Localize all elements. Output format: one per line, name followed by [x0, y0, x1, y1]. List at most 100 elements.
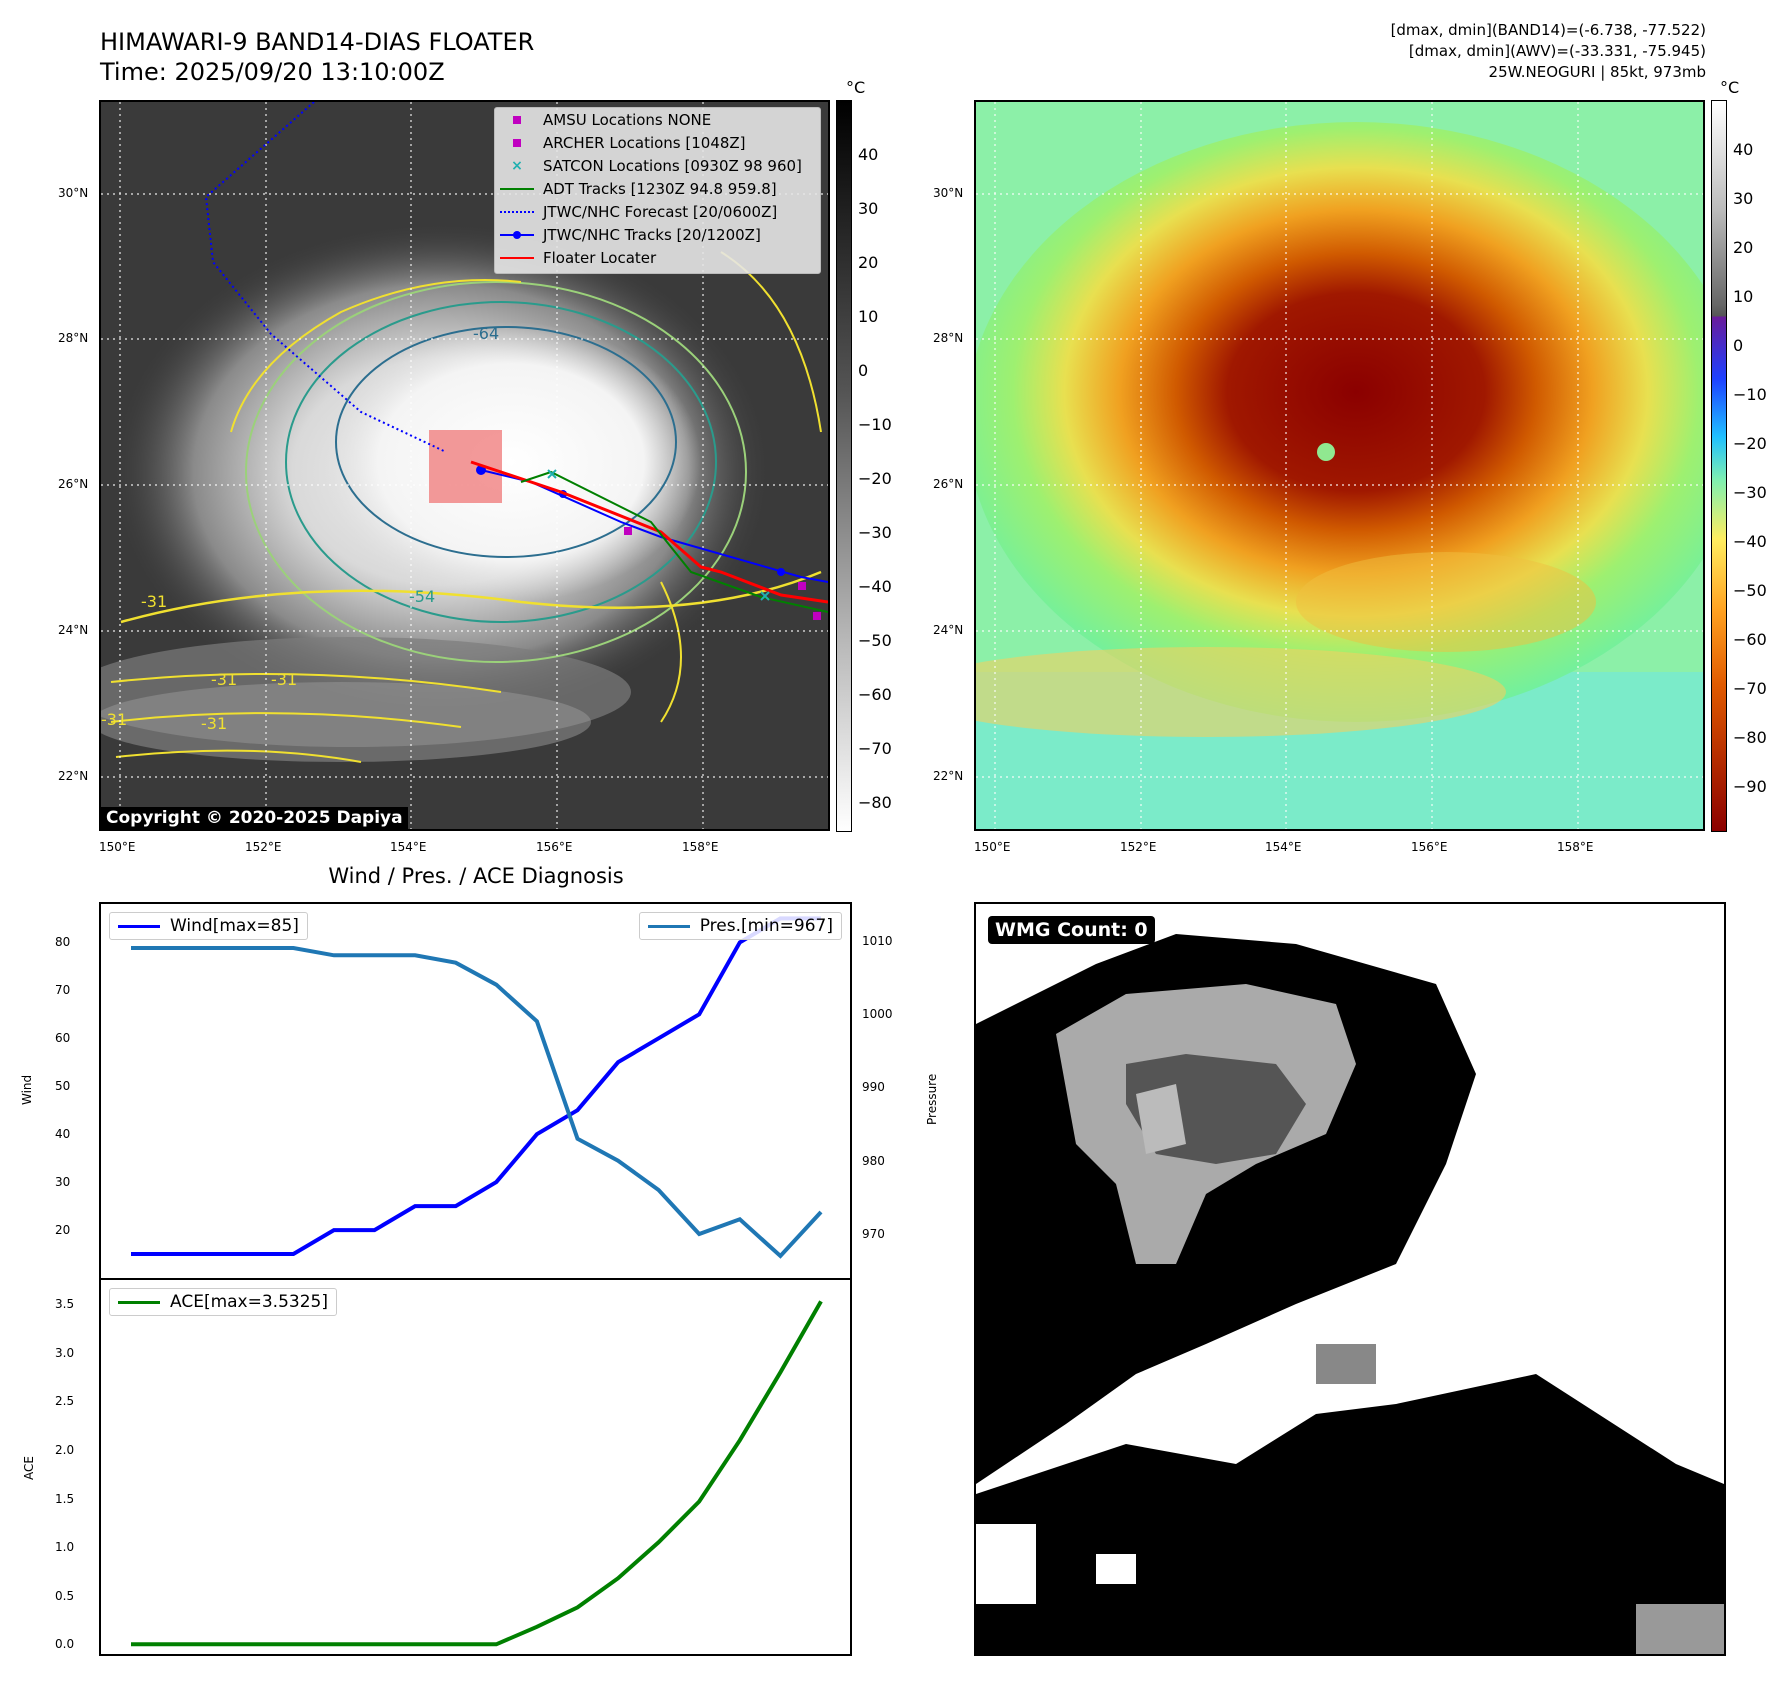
colorbar1-tick: −50 — [858, 631, 892, 650]
colorbar1-tick: −40 — [858, 577, 892, 596]
colorbar1-tick: 10 — [858, 307, 879, 326]
colorbar2-tick: −30 — [1733, 483, 1767, 502]
lat-tick: 28°N — [933, 331, 964, 345]
info-awv: [dmax, dmin](AWV)=(-33.331, -75.945) — [1408, 42, 1706, 60]
track-legend: AMSU Locations NONE ARCHER Locations [10… — [494, 107, 821, 274]
wind-ytick: 50 — [55, 1079, 71, 1094]
lon-tick: 158°E — [1557, 840, 1594, 854]
colorbar1-tick: 20 — [858, 253, 879, 272]
lon-tick: 154°E — [390, 840, 427, 854]
contour-label: -54 — [409, 587, 436, 606]
wmg-map — [976, 904, 1724, 1654]
pres-legend: Pres.[min=967] — [638, 912, 842, 940]
lat-tick: 24°N — [58, 623, 89, 637]
pres-ytick: 1000 — [862, 1007, 893, 1021]
ace-chart — [131, 1300, 823, 1647]
ace-ytick: 0.0 — [55, 1637, 75, 1652]
satcon-points — [547, 469, 770, 601]
colorbar1-tick: 40 — [858, 145, 879, 164]
ace-ytick: 3.5 — [55, 1297, 75, 1312]
lon-tick: 156°E — [536, 840, 573, 854]
colorbar1-tick: −60 — [858, 685, 892, 704]
pres-ytick: 980 — [862, 1153, 885, 1168]
colorbar2-tick: −10 — [1733, 385, 1767, 404]
contour-label: -31 — [211, 670, 238, 689]
colorbar2-tick: −60 — [1733, 630, 1767, 649]
info-band14: [dmax, dmin](BAND14)=(-6.738, -77.522) — [1390, 21, 1706, 39]
wind-ylabel: Wind — [20, 1074, 34, 1105]
colorbar2-tick: −50 — [1733, 581, 1767, 600]
wmg-count-badge: WMG Count: 0 — [988, 916, 1155, 944]
ace-ytick: 0.5 — [55, 1588, 75, 1603]
legend-item: ARCHER Locations [1048Z] — [495, 131, 820, 154]
figure-time: Time: 2025/09/20 13:10:00Z — [100, 58, 445, 86]
wind-ytick: 30 — [55, 1175, 71, 1190]
archer-points — [624, 527, 821, 620]
lat-tick: 28°N — [58, 331, 89, 345]
floater-box — [429, 430, 502, 503]
wind-line — [131, 916, 821, 1256]
colorbar2-tick: 20 — [1733, 238, 1754, 257]
wind-ytick: 70 — [55, 983, 71, 998]
legend-item: JTWC/NHC Forecast [20/0600Z] — [495, 200, 820, 223]
contour-label: -31 — [101, 710, 128, 729]
colorbar2-ticks: 40 30 20 10 0 −10 −20 −30 −40 −50 −60 −7… — [1733, 140, 1783, 830]
info-storm: 25W.NEOGURI | 85kt, 973mb — [1488, 63, 1706, 81]
ace-legend: ACE[max=3.5325] — [109, 1288, 337, 1316]
pres-line — [131, 946, 823, 1259]
pres-ytick: 970 — [862, 1227, 885, 1241]
legend-item: ADT Tracks [1230Z 94.8 959.8] — [495, 177, 820, 200]
jtwc-forecast-track — [204, 102, 447, 453]
legend-item: AMSU Locations NONE — [495, 108, 820, 131]
lon-tick: 152°E — [245, 840, 282, 854]
ace-ytick: 1.5 — [55, 1491, 75, 1506]
wind-ytick: 20 — [55, 1223, 71, 1238]
awv-map-panel — [974, 100, 1705, 831]
adt-track — [520, 470, 828, 613]
lat-tick: 30°N — [933, 186, 964, 200]
colorbar1-unit: °C — [846, 78, 866, 97]
ace-ytick: 2.5 — [55, 1394, 75, 1409]
colorbar1-tick: 0 — [858, 361, 869, 380]
colorbar2-tick: 0 — [1733, 336, 1744, 355]
lon-tick: 150°E — [974, 840, 1011, 854]
colorbar2-tick: −80 — [1733, 728, 1767, 747]
colorbar1-tick: −80 — [858, 793, 892, 812]
colorbar2-tick: 40 — [1733, 140, 1754, 159]
lon-tick: 154°E — [1265, 840, 1302, 854]
lon-tick: 156°E — [1411, 840, 1448, 854]
wmg-panel: WMG Count: 0 — [974, 902, 1726, 1656]
ace-panel: ACE[max=3.5325] — [99, 1278, 852, 1656]
ace-line — [131, 1300, 823, 1647]
awv-map — [976, 102, 1703, 829]
contour-label: -64 — [473, 324, 500, 343]
ace-ytick: 2.0 — [55, 1443, 75, 1457]
lon-tick: 158°E — [682, 840, 719, 854]
colorbar1-ticks: 40 30 20 10 0 −10 −20 −30 −40 −50 −60 −7… — [858, 145, 898, 825]
lon-tick: 152°E — [1120, 840, 1157, 854]
lat-tick: 26°N — [58, 477, 89, 491]
colorbar1-tick: −70 — [858, 739, 892, 758]
contour-label: -31 — [271, 670, 298, 689]
colorbar2-unit: °C — [1720, 78, 1740, 97]
colorbar1 — [836, 100, 852, 832]
ir-map-panel: -64 -54 -31 -31 -31 -31 -31 AMSU Locatio… — [99, 100, 830, 831]
ace-ytick: 3.0 — [55, 1345, 75, 1360]
wind-pres-chart — [131, 916, 823, 1259]
wind-legend-swatch — [118, 924, 160, 928]
legend-item: JTWC/NHC Tracks [20/1200Z] — [495, 223, 820, 246]
wind-ytick: 60 — [55, 1031, 71, 1046]
legend-item: Floater Locater — [495, 246, 820, 269]
figure-title: HIMAWARI-9 BAND14-DIAS FLOATER — [100, 28, 535, 56]
lat-tick: 22°N — [933, 769, 964, 783]
colorbar2-tick: −20 — [1733, 434, 1767, 453]
floater-track — [470, 460, 828, 604]
wind-ytick: 80 — [55, 935, 71, 950]
wind-pres-panel: Wind[max=85] Pres.[min=967] — [99, 902, 852, 1280]
colorbar2-tick: 10 — [1733, 287, 1754, 306]
colorbar1-tick: −30 — [858, 523, 892, 542]
copyright-label: Copyright © 2020-2025 Dapiya — [101, 807, 408, 829]
lon-tick: 150°E — [99, 840, 136, 854]
pres-legend-swatch — [647, 924, 690, 928]
ace-legend-swatch — [118, 1300, 160, 1304]
